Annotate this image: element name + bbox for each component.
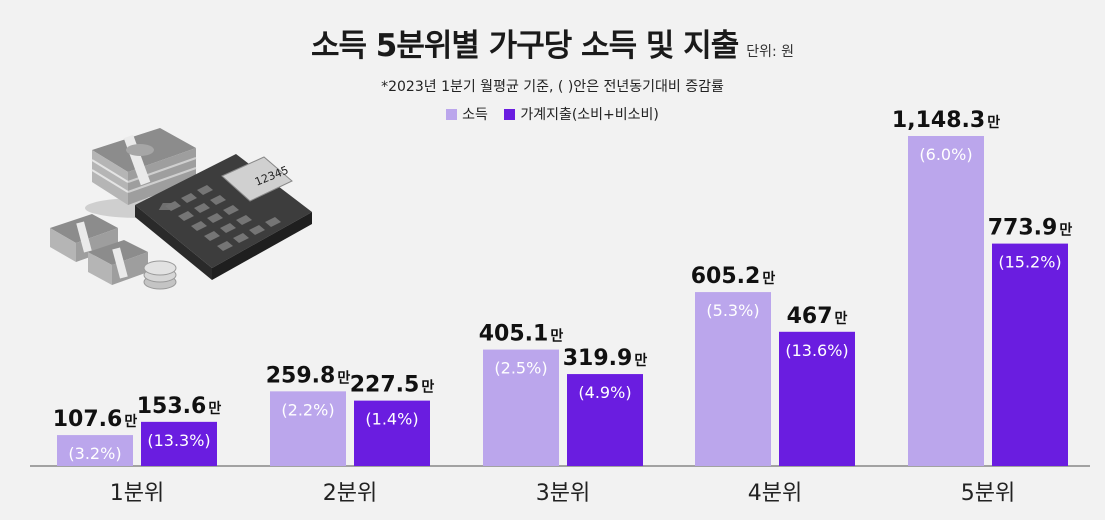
unit-label: 단위: 원 (746, 44, 795, 60)
chart-subtitle: *2023년 1분기 월평균 기준, ( )안은 전년동기대비 증감률 (381, 79, 724, 95)
cash-stack-icon-small (50, 214, 148, 285)
legend-swatch-spending (504, 109, 516, 120)
legend-swatch-income (446, 109, 458, 120)
value-label-spending-1: 153.6 만 (137, 394, 222, 419)
change-label-income-2: (2.2%) (281, 400, 334, 419)
change-label-income-4: (5.3%) (706, 301, 759, 320)
value-label-income-1: 107.6 만 (53, 407, 138, 432)
bar-spending-5 (992, 243, 1068, 466)
bar-income-5 (908, 136, 984, 466)
category-label-4: 4분위 (748, 481, 802, 506)
value-unit-income-5: 만 (987, 115, 1000, 131)
value-label-income-5: 1,148.3 만 (892, 108, 1000, 133)
value-label-spending-4: 467 만 (787, 304, 848, 329)
value-unit-income-2: 만 (337, 370, 350, 386)
bar-spending-3 (567, 374, 643, 466)
value-unit-spending-5: 만 (1059, 223, 1072, 239)
value-label-spending-3: 319.9 만 (563, 346, 648, 371)
change-label-income-5: (6.0%) (919, 145, 972, 164)
value-label-income-3: 405.1 만 (479, 322, 564, 347)
value-unit-spending-1: 만 (208, 401, 221, 417)
legend: 소득 가계지출(소비+비소비) (0, 104, 1105, 124)
value-unit-spending-3: 만 (634, 353, 647, 369)
legend-label-income: 소득 (462, 107, 488, 123)
change-label-spending-3: (4.9%) (578, 383, 631, 402)
coin-icon (143, 260, 177, 290)
bar-spending-2 (354, 400, 430, 466)
change-label-income-3: (2.5%) (494, 359, 547, 378)
legend-label-spending: 가계지출(소비+비소비) (520, 107, 659, 123)
change-label-income-1: (3.2%) (68, 444, 121, 463)
bar-income-3 (483, 349, 559, 466)
category-label-2: 2분위 (323, 481, 377, 506)
change-label-spending-2: (1.4%) (365, 410, 418, 429)
calculator-icon: 12345 (135, 154, 312, 280)
legend-item-spending: 가계지출(소비+비소비) (504, 104, 659, 124)
chart-header: 소득 5분위별 가구당 소득 및 지출 단위: 원 (0, 20, 1105, 65)
category-label-3: 3분위 (536, 481, 590, 506)
category-label-5: 5분위 (961, 481, 1015, 506)
change-label-spending-4: (13.6%) (785, 341, 848, 360)
value-unit-income-1: 만 (124, 414, 137, 430)
bars-layer (57, 136, 1068, 466)
value-unit-spending-4: 만 (835, 311, 848, 327)
value-unit-income-4: 만 (762, 271, 775, 287)
bar-income-4 (695, 292, 771, 466)
category-label-1: 1분위 (110, 481, 164, 506)
illustration: 12345 (50, 128, 312, 290)
change-label-spending-5: (15.2%) (998, 253, 1061, 272)
bar-income-2 (270, 391, 346, 466)
value-label-spending-2: 227.5 만 (350, 373, 435, 398)
bar-spending-1 (141, 421, 217, 466)
bar-spending-4 (779, 331, 855, 466)
value-label-income-2: 259.8 만 (266, 363, 351, 388)
bar-income-1 (57, 435, 133, 466)
chart-title: 소득 5분위별 가구당 소득 및 지출 (310, 28, 739, 64)
value-unit-income-3: 만 (550, 329, 563, 345)
value-unit-spending-2: 만 (421, 380, 434, 396)
value-label-income-4: 605.2 만 (691, 264, 776, 289)
value-label-spending-5: 773.9 만 (988, 216, 1073, 241)
legend-item-income: 소득 (446, 104, 488, 124)
change-label-spending-1: (13.3%) (147, 431, 210, 450)
